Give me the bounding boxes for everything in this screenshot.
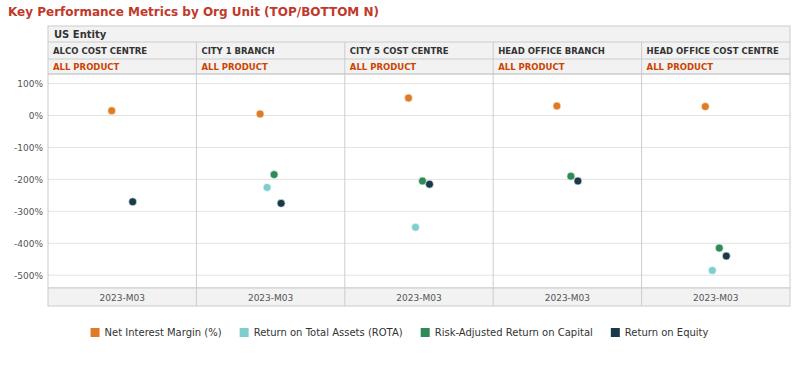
point	[708, 266, 716, 274]
column-divider	[196, 42, 197, 306]
grid-line	[48, 147, 790, 148]
legend-swatch	[240, 328, 249, 337]
point	[426, 180, 434, 188]
point	[277, 199, 285, 207]
points	[108, 94, 731, 274]
point	[722, 252, 730, 260]
subheader: ALL PRODUCT	[350, 62, 417, 72]
point	[412, 223, 420, 231]
point	[701, 103, 709, 111]
point	[567, 172, 575, 180]
legend-swatch	[91, 328, 100, 337]
title: Key Performance Metrics by Org Unit (TOP…	[8, 5, 379, 19]
subheader: ALL PRODUCT	[201, 62, 268, 72]
plot-frame	[48, 74, 790, 288]
legend-label: Return on Equity	[625, 327, 709, 338]
grid-line	[48, 275, 790, 276]
column-name: HEAD OFFICE COST CENTRE	[647, 46, 779, 56]
legend-swatch	[421, 328, 430, 337]
x-label: 2023-M03	[545, 293, 590, 303]
chart: Key Performance Metrics by Org Unit (TOP…	[0, 0, 799, 367]
grid-line	[48, 211, 790, 212]
x-label: 2023-M03	[693, 293, 738, 303]
tick-label: 100%	[17, 79, 43, 89]
tick-label: 0%	[29, 111, 44, 121]
tick-label: -400%	[14, 239, 43, 249]
column-name: HEAD OFFICE BRANCH	[498, 46, 605, 56]
grid-line	[48, 243, 790, 244]
point	[129, 198, 137, 206]
header-rule	[48, 42, 790, 43]
column-divider	[493, 42, 494, 306]
legend-label: Return on Total Assets (ROTA)	[254, 327, 403, 338]
column-name: ALCO COST CENTRE	[53, 46, 147, 56]
legend-swatch	[611, 328, 620, 337]
column-name: CITY 5 COST CENTRE	[350, 46, 449, 56]
subheader: ALL PRODUCT	[498, 62, 565, 72]
point	[108, 107, 116, 115]
tick-label: -500%	[14, 271, 43, 281]
x-label: 2023-M03	[100, 293, 145, 303]
header-bg	[48, 26, 790, 74]
column-divider	[344, 42, 345, 306]
point	[256, 110, 264, 118]
x-label: 2023-M03	[248, 293, 293, 303]
legend: Net Interest Margin (%) Return on Total A…	[91, 327, 709, 338]
xlabel-row	[48, 288, 790, 306]
header: US Entity	[54, 29, 107, 40]
tick-label: -300%	[14, 207, 43, 217]
column-name: CITY 1 BRANCH	[201, 46, 274, 56]
tick-label: -100%	[14, 143, 43, 153]
grid-line	[48, 115, 790, 116]
x-label: 2023-M03	[396, 293, 441, 303]
point	[715, 244, 723, 252]
tick-label: -200%	[14, 175, 43, 185]
point	[405, 94, 413, 102]
point	[553, 102, 561, 110]
column-divider	[641, 42, 642, 306]
legend-label: Net Interest Margin (%)	[105, 327, 222, 338]
point	[263, 183, 271, 191]
point	[574, 177, 582, 185]
subheader: ALL PRODUCT	[647, 62, 714, 72]
legend-label: Risk-Adjusted Return on Capital	[435, 327, 593, 338]
point	[270, 171, 278, 179]
subheader: ALL PRODUCT	[53, 62, 120, 72]
grid-line	[48, 83, 790, 84]
header-rule	[48, 59, 790, 60]
